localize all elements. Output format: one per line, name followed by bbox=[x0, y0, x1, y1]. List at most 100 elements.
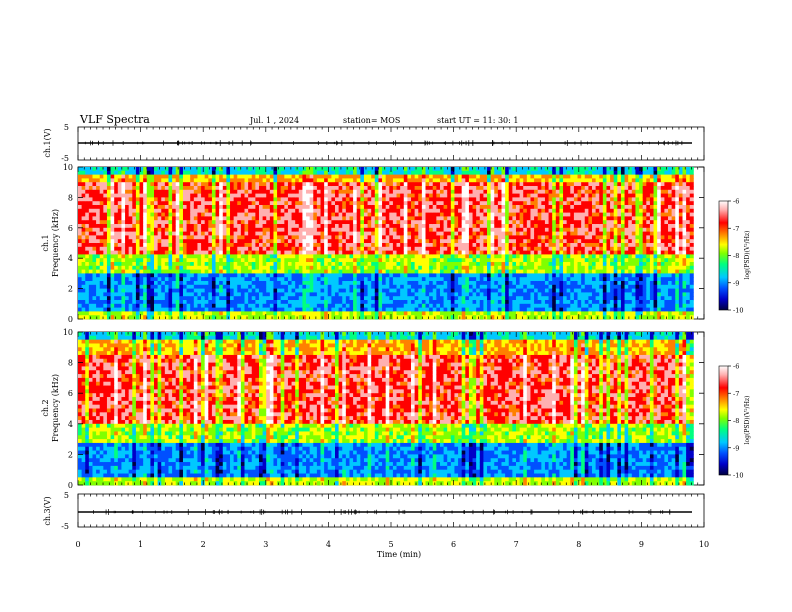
spectrogram-cell bbox=[269, 235, 274, 240]
spectrogram-cell bbox=[215, 243, 220, 248]
spectrogram-cell bbox=[266, 292, 271, 297]
spectrogram-cell bbox=[262, 227, 267, 232]
spectrogram-cell bbox=[501, 311, 506, 316]
spectrogram-cell bbox=[266, 193, 271, 198]
spectrogram-cell bbox=[407, 284, 412, 289]
spectrogram-cell bbox=[515, 258, 521, 263]
spectrogram-cell bbox=[335, 167, 340, 172]
spectrogram-cell bbox=[114, 212, 119, 217]
spectrogram-cell bbox=[96, 224, 101, 229]
spectrogram-cell bbox=[432, 246, 437, 251]
spectrogram-cell bbox=[240, 212, 245, 217]
spectrogram-cell bbox=[324, 292, 329, 297]
spectrogram-cell bbox=[161, 284, 166, 289]
spectrogram-cell bbox=[363, 311, 368, 316]
spectrogram-cell bbox=[78, 201, 83, 206]
spectrogram-cell bbox=[411, 239, 416, 244]
spectrogram-cell bbox=[345, 197, 350, 202]
spectrogram-cell bbox=[157, 182, 162, 187]
spectrogram-cell bbox=[450, 235, 455, 240]
spectrogram-cell bbox=[465, 288, 470, 293]
spectrogram-cell bbox=[266, 262, 271, 267]
spectrogram-cell bbox=[211, 216, 216, 221]
spectrogram-cell bbox=[106, 292, 111, 297]
spectrogram-cell bbox=[251, 239, 256, 244]
spectrogram-cell bbox=[110, 239, 115, 244]
spectrogram-cell bbox=[175, 224, 180, 229]
spectrogram-cell bbox=[454, 239, 459, 244]
spectrogram-cell bbox=[306, 227, 311, 232]
spectrogram-cell bbox=[403, 224, 408, 229]
spectrogram-cell bbox=[150, 216, 155, 221]
spectrogram-cell bbox=[461, 303, 466, 308]
spectrogram-cell bbox=[251, 227, 256, 232]
spectrogram-cell bbox=[146, 208, 151, 213]
spectrogram-cell bbox=[450, 303, 455, 308]
spectrogram-cell bbox=[161, 167, 166, 172]
spectrogram-cell bbox=[382, 269, 387, 274]
spectrogram-cell bbox=[222, 300, 227, 305]
spectrogram-cell bbox=[447, 205, 452, 210]
spectrogram-cell bbox=[461, 284, 466, 289]
spectrogram-cell bbox=[106, 182, 111, 187]
spectrogram-cell bbox=[490, 269, 495, 274]
spectrogram-cell bbox=[320, 303, 325, 308]
spectrogram-cell bbox=[117, 235, 122, 240]
spectrogram-cell bbox=[139, 216, 144, 221]
spectrogram-cell bbox=[429, 167, 434, 172]
spectrogram-cell bbox=[497, 227, 502, 232]
spectrogram-cell bbox=[208, 208, 213, 213]
spectrogram-cell bbox=[400, 220, 405, 225]
spectrogram-cell bbox=[103, 262, 108, 267]
spectrogram-cell bbox=[287, 315, 292, 320]
spectrogram-cell bbox=[392, 281, 397, 286]
spectrogram-cell bbox=[324, 303, 329, 308]
spectrogram-cell bbox=[197, 231, 202, 236]
spectrogram-cell bbox=[439, 277, 444, 282]
spectrogram-cell bbox=[302, 212, 307, 217]
spectrogram-cell bbox=[117, 303, 122, 308]
spectrogram-cell bbox=[117, 216, 122, 221]
spectrogram-cell bbox=[172, 239, 177, 244]
spectrogram-cell bbox=[125, 208, 130, 213]
spectrogram-cell bbox=[175, 167, 180, 172]
spectrogram-cell bbox=[291, 250, 296, 255]
spectrogram-cell bbox=[439, 182, 444, 187]
spectrogram-cell bbox=[88, 227, 93, 232]
spectrogram-cell bbox=[179, 250, 184, 255]
spectrogram-cell bbox=[125, 277, 130, 282]
spectrogram-cell bbox=[331, 182, 336, 187]
spectrogram-cell bbox=[316, 277, 321, 282]
spectrogram-cell bbox=[175, 220, 180, 225]
spectrogram-cell bbox=[432, 227, 437, 232]
spectrogram-cell bbox=[88, 246, 93, 251]
spectrogram-cell bbox=[215, 281, 220, 286]
spectrogram-cell bbox=[106, 284, 111, 289]
spectrogram-cell bbox=[353, 205, 358, 210]
spectrogram-cell bbox=[128, 212, 133, 217]
spectrogram-cell bbox=[454, 273, 459, 278]
spectrogram-cell bbox=[309, 216, 314, 221]
spectrogram-cell bbox=[211, 201, 216, 206]
spectrogram-cell bbox=[476, 205, 481, 210]
spectrogram-cell bbox=[338, 239, 343, 244]
spectrogram-cell bbox=[335, 208, 340, 213]
spectrogram-cell bbox=[519, 193, 524, 198]
spectrogram-cell bbox=[168, 186, 173, 191]
spectrogram-cell bbox=[197, 197, 202, 202]
spectrogram-cell bbox=[117, 315, 122, 320]
spectrogram-cell bbox=[345, 269, 350, 274]
spectrogram-cell bbox=[439, 262, 444, 267]
spectrogram-cell bbox=[396, 208, 401, 213]
spectrogram-cell bbox=[345, 189, 350, 194]
spectrogram-cell bbox=[154, 212, 159, 217]
spectrogram-cell bbox=[324, 269, 329, 274]
spectrogram-cell bbox=[237, 265, 242, 270]
spectrogram-cell bbox=[345, 296, 350, 301]
spectrogram-cell bbox=[476, 239, 481, 244]
spectrogram-cell bbox=[172, 243, 177, 248]
spectrogram-cell bbox=[154, 281, 159, 286]
spectrogram-cell bbox=[425, 220, 430, 225]
spectrogram-cell bbox=[367, 170, 372, 175]
spectrogram-cell bbox=[421, 311, 426, 316]
